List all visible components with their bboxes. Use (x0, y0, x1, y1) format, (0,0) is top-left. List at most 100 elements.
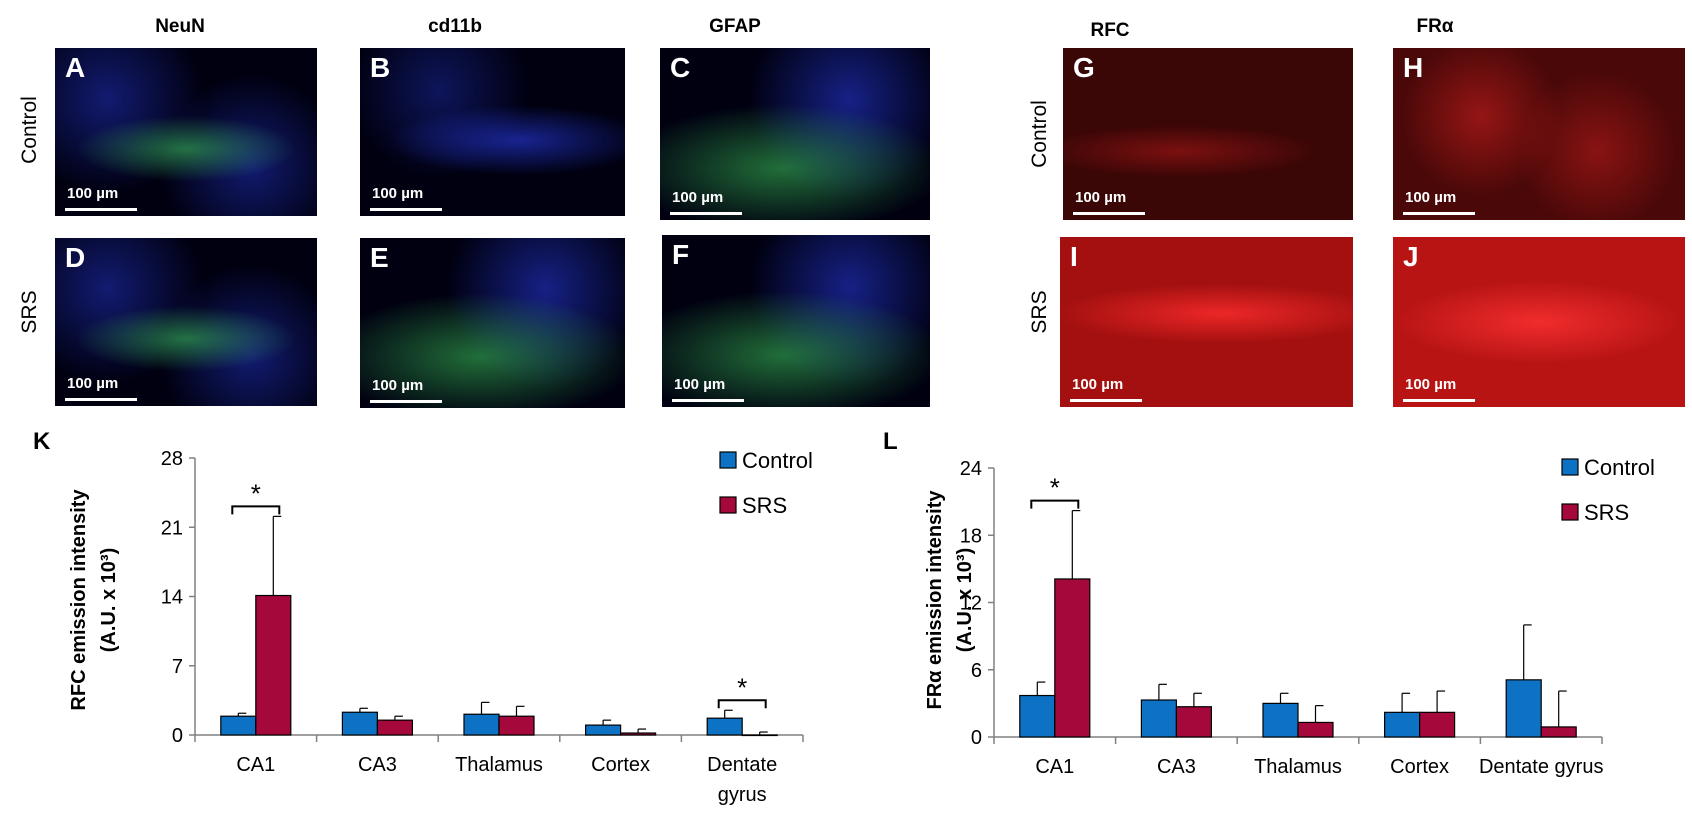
y-tick-label: 14 (161, 587, 183, 609)
micrograph-g: G 100 µm (1063, 48, 1353, 220)
micrograph-e: E 100 µm (360, 238, 625, 408)
legend-label: Control (742, 448, 813, 473)
scale-bar (370, 208, 442, 211)
legend-swatch (719, 451, 737, 469)
row-label-control-left: Control (18, 96, 41, 164)
bar (1297, 721, 1334, 738)
legend-swatch (719, 496, 737, 514)
panel-letter: I (1070, 241, 1078, 272)
bar (1019, 694, 1056, 738)
panel-letter: E (370, 242, 389, 273)
scale-bar (1070, 399, 1142, 402)
scale-label: 100 µm (67, 185, 119, 202)
scale-label: 100 µm (1405, 189, 1457, 206)
bar (1540, 726, 1577, 738)
micrograph-d: D 100 µm (55, 238, 317, 406)
significance-marker: * (251, 478, 261, 508)
y-axis-label-line2: (A.U. x 10³) (98, 548, 120, 652)
micrograph-i: I 100 µm (1060, 237, 1353, 407)
panel-letter: A (65, 52, 86, 83)
bar (1054, 578, 1091, 738)
column-title-cd11b: cd11b (428, 16, 482, 37)
x-tick-label: CA1 (1035, 756, 1074, 778)
chart-panel-letter-l: L (883, 428, 898, 455)
bar (1418, 711, 1456, 738)
panel-letter: C (670, 52, 691, 83)
micrograph-b: B 100 µm (360, 48, 625, 216)
column-title-gfap: GFAP (709, 16, 761, 37)
y-axis-label-line2: (A.U. x 10³) (954, 548, 976, 652)
row-label-srs-right: SRS (1028, 290, 1051, 334)
y-tick-label: 28 (161, 448, 183, 470)
chart-k: 0 7 14 21 28 CA1 CA3 Thalamus Cortex Dentate gyrus… (68, 448, 813, 806)
significance-marker: * (1050, 473, 1060, 503)
x-tick-label: Dentate (707, 754, 777, 776)
y-tick-label: 24 (960, 458, 982, 480)
micrograph-h: H 100 µm (1393, 48, 1685, 220)
bar (1175, 706, 1212, 738)
x-tick-label: Cortex (591, 754, 650, 776)
scale-bar (65, 398, 137, 401)
micrograph-j: J 100 µm (1393, 237, 1685, 407)
legend-swatch (1561, 458, 1579, 476)
scale-bar (670, 212, 742, 215)
scale-label: 100 µm (1075, 189, 1127, 206)
panel-letter: H (1403, 52, 1424, 83)
bar (463, 713, 500, 736)
y-tick-label: 7 (172, 656, 183, 678)
bar (706, 717, 743, 736)
x-tick-label: Cortex (1390, 756, 1449, 778)
x-tick-label: gyrus (718, 784, 767, 806)
column-title-rfc: RFC (1090, 20, 1130, 41)
bar (619, 732, 657, 736)
micrograph-f: F 100 µm (662, 235, 930, 407)
scale-bar (370, 400, 442, 403)
scale-label: 100 µm (1405, 376, 1457, 393)
legend-swatch (1561, 503, 1579, 521)
scale-bar (672, 399, 744, 402)
scale-bar (1073, 212, 1145, 215)
bar (220, 715, 257, 736)
legend-label: SRS (1584, 500, 1629, 525)
micrograph-c: C 100 µm (660, 48, 930, 220)
panel-letter: G (1073, 52, 1095, 83)
y-axis-label-line1: FRα emission intensity (924, 490, 946, 710)
scale-label: 100 µm (672, 189, 724, 206)
scale-label: 100 µm (372, 185, 424, 202)
scale-label: 100 µm (67, 375, 119, 392)
bar (376, 719, 413, 736)
bar (1505, 679, 1542, 738)
x-tick-label: Thalamus (455, 754, 543, 776)
significance-bracket (717, 699, 767, 709)
significance-bracket (231, 505, 281, 515)
legend-label: Control (1584, 455, 1655, 480)
bar (255, 594, 292, 736)
scale-bar (65, 208, 137, 211)
bar (1262, 702, 1299, 738)
significance-marker: * (737, 672, 747, 702)
chart-l: 0 6 12 18 24 CA1 CA3 Thalamus Cortex Dentate gyru… (924, 455, 1655, 778)
micrograph-a: A 100 µm (55, 48, 317, 216)
y-tick-label: 12 (960, 593, 982, 615)
x-tick-label: CA3 (358, 754, 397, 776)
panel-letter: D (65, 242, 86, 273)
scale-label: 100 µm (372, 377, 424, 394)
bar (1383, 711, 1421, 738)
bar (584, 724, 622, 736)
column-title-fra: FRα (1416, 16, 1454, 37)
y-tick-label: 6 (971, 660, 982, 682)
row-label-control-right: Control (1028, 100, 1051, 168)
y-axis-label-line1: RFC emission intensity (68, 489, 90, 711)
column-title-neun: NeuN (155, 16, 205, 37)
significance-bracket (1030, 499, 1080, 509)
y-tick-label: 21 (161, 517, 183, 539)
legend-label: SRS (742, 493, 787, 518)
y-tick-label: 18 (960, 525, 982, 547)
panel-letter: J (1403, 241, 1419, 272)
y-tick-label: 0 (971, 727, 982, 749)
bar (741, 734, 778, 737)
y-axis-label: RFC emission intensity (A.U. x 10³) (68, 489, 120, 711)
scale-bar (1403, 212, 1475, 215)
scale-label: 100 µm (1072, 376, 1124, 393)
bar (498, 715, 535, 736)
